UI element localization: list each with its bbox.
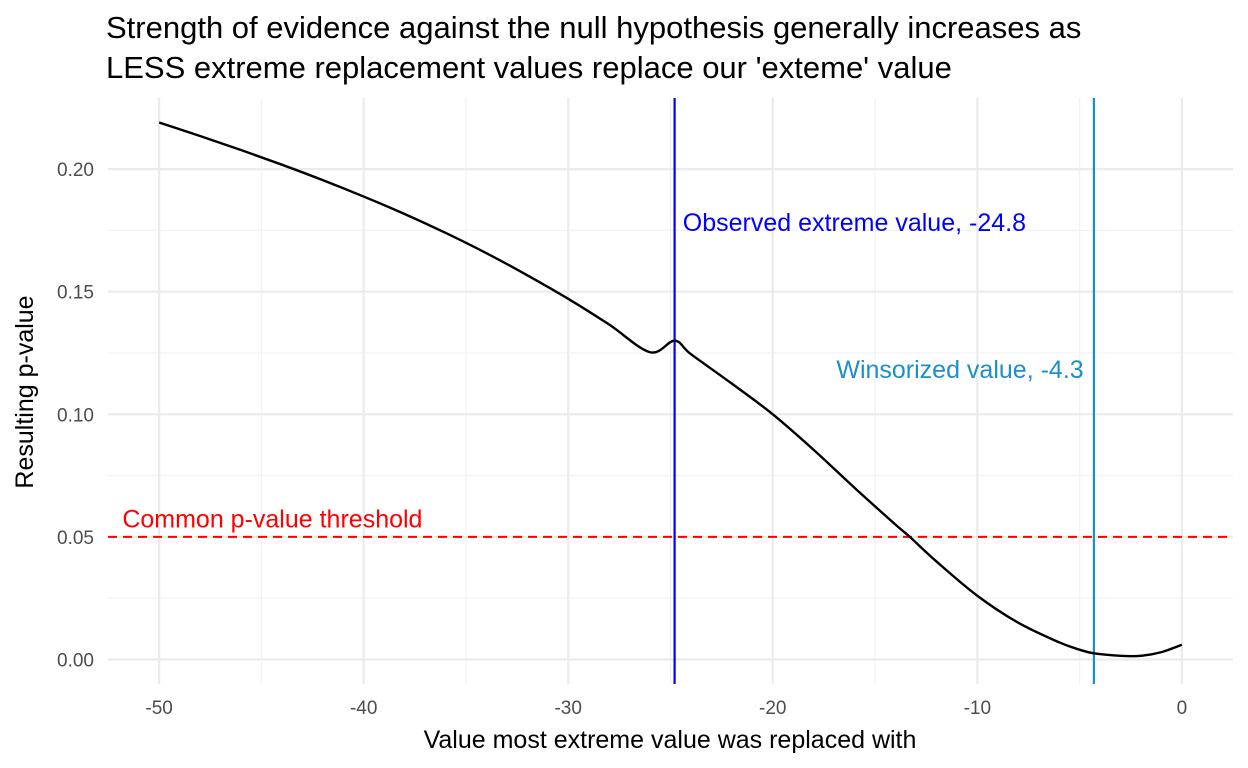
vertical-marker-label: Winsorized value, -4.3 [836, 356, 1083, 384]
x-tick-label: 0 [1177, 698, 1188, 719]
x-tick-label: -50 [145, 698, 172, 719]
series-line [158, 121, 1183, 658]
chart-title-line-2: LESS extreme replacement values replace … [106, 50, 952, 85]
series [158, 121, 1183, 658]
y-tick-label: 0.15 [57, 283, 94, 304]
y-tick-label: 0.10 [57, 405, 94, 426]
y-tick-label: 0.00 [57, 650, 94, 671]
chart-title-line-1: Strength of evidence against the null hy… [106, 10, 1081, 45]
grid [108, 98, 1233, 684]
x-tick-label: -30 [554, 698, 581, 719]
x-tick-label: -20 [759, 698, 786, 719]
x-tick-label: -40 [350, 698, 377, 719]
x-tick-label: -10 [964, 698, 991, 719]
vertical-marker-label: Observed extreme value, -24.8 [683, 209, 1026, 237]
x-axis-title: Value most extreme value was replaced wi… [424, 726, 917, 754]
y-axis-title: Resulting p-value [11, 295, 39, 488]
threshold-label: Common p-value threshold [122, 506, 422, 534]
annotations: Common p-value threshold Observed extreme… [108, 98, 1233, 684]
y-tick-label: 0.20 [57, 160, 94, 181]
y-tick-label: 0.05 [57, 528, 94, 549]
tick-labels: -50 -40 -30 -20 -10 0 0.00 0.05 0.10 0.15 0.20 [57, 160, 1187, 719]
